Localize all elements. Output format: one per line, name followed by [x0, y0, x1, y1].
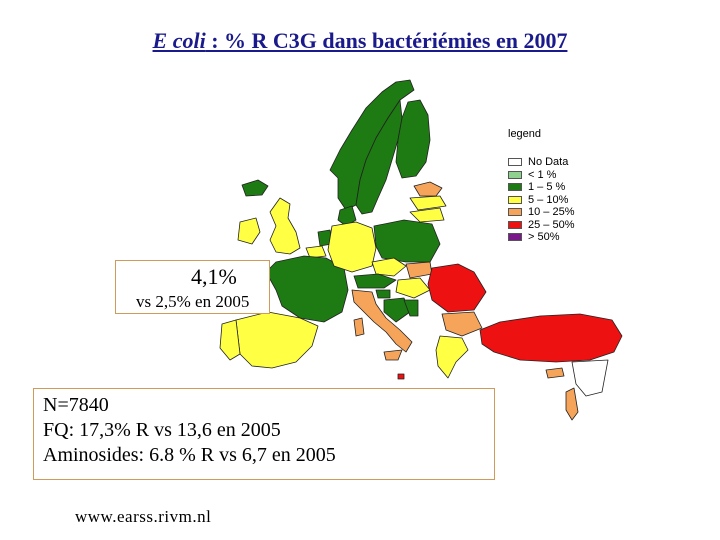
- legend-item: < 1 %: [508, 169, 603, 182]
- estonia-region: [413, 181, 443, 197]
- legend-item: No Data: [508, 156, 603, 169]
- legend-label: 10 – 25%: [528, 206, 575, 219]
- romania-region: [427, 263, 487, 313]
- legend-label: 25 – 50%: [528, 218, 575, 231]
- map-legend: legend No Data < 1 % 1 – 5 % 5 – 10% 10 – 25…: [508, 128, 603, 244]
- malta-region: [397, 373, 405, 380]
- belgium-region: [305, 245, 327, 259]
- italy-region: [351, 289, 413, 353]
- legend-swatch: [508, 233, 522, 242]
- legend-label: 1 – 5 %: [528, 181, 566, 194]
- stats-box: N=7840 FQ: 17,3% R vs 13,6 en 2005 Amino…: [33, 388, 495, 480]
- france-region: [265, 255, 349, 323]
- legend-item: 1 – 5 %: [508, 181, 603, 194]
- croatia-region: [383, 297, 411, 323]
- portugal-region: [219, 319, 241, 361]
- poland-region: [373, 219, 441, 263]
- bosnia-region: [403, 299, 419, 317]
- spain-region: [235, 311, 319, 369]
- legend-items: No Data < 1 % 1 – 5 % 5 – 10% 10 – 25% 25 – 5…: [508, 156, 603, 244]
- turkey-region: [479, 313, 623, 363]
- nodata-east-region: [571, 359, 609, 397]
- ireland-region: [237, 217, 261, 245]
- legend-item: > 50%: [508, 231, 603, 244]
- legend-title: legend: [508, 128, 542, 140]
- legend-label: 5 – 10%: [528, 193, 569, 206]
- iceland-region: [241, 179, 269, 197]
- italy-region: [353, 317, 365, 337]
- czech-region: [371, 257, 407, 277]
- lithuania-region: [409, 207, 445, 223]
- italy-region: [383, 349, 403, 361]
- title-text: : % R C3G dans bactériémies en 2007: [205, 28, 568, 53]
- finland-region: [395, 99, 431, 179]
- stats-line: Aminosides: 6.8 % R vs 6,7 en 2005: [43, 444, 336, 466]
- legend-swatch: [508, 195, 522, 204]
- legend-item: 10 – 25%: [508, 206, 603, 219]
- legend-swatch: [508, 170, 522, 179]
- norway-region: [329, 79, 415, 211]
- legend-item: 5 – 10%: [508, 194, 603, 207]
- stats-line: N=7840: [43, 394, 109, 416]
- bulgaria-region: [441, 311, 483, 337]
- germany-region: [327, 221, 377, 273]
- callout-comparison: vs 2,5% en 2005: [136, 292, 250, 311]
- legend-label: > 50%: [528, 231, 560, 244]
- title-organism: E coli: [152, 28, 206, 53]
- cyprus-region: [545, 367, 565, 379]
- rate-callout: 4,1% vs 2,5% en 2005: [115, 260, 270, 314]
- greece-region: [435, 335, 469, 379]
- source-url: www.earss.rivm.nl: [75, 507, 212, 526]
- slovakia-region: [405, 261, 433, 279]
- legend-swatch: [508, 158, 522, 167]
- page-title: E coli : % R C3G dans bactériémies en 20…: [0, 28, 720, 54]
- israel-region: [565, 387, 579, 421]
- latvia-region: [409, 195, 447, 211]
- legend-label: < 1 %: [528, 168, 557, 181]
- stats-line: FQ: 17,3% R vs 13,6 en 2005: [43, 419, 281, 441]
- uk-region: [269, 197, 301, 255]
- legend-item: 25 – 50%: [508, 219, 603, 232]
- slovenia-region: [375, 289, 391, 299]
- legend-label: No Data: [528, 156, 569, 169]
- austria-region: [353, 273, 397, 289]
- callout-rate: 4,1%: [191, 264, 237, 289]
- legend-swatch: [508, 208, 522, 217]
- hungary-region: [395, 277, 431, 299]
- legend-swatch: [508, 183, 522, 192]
- legend-swatch: [508, 220, 522, 229]
